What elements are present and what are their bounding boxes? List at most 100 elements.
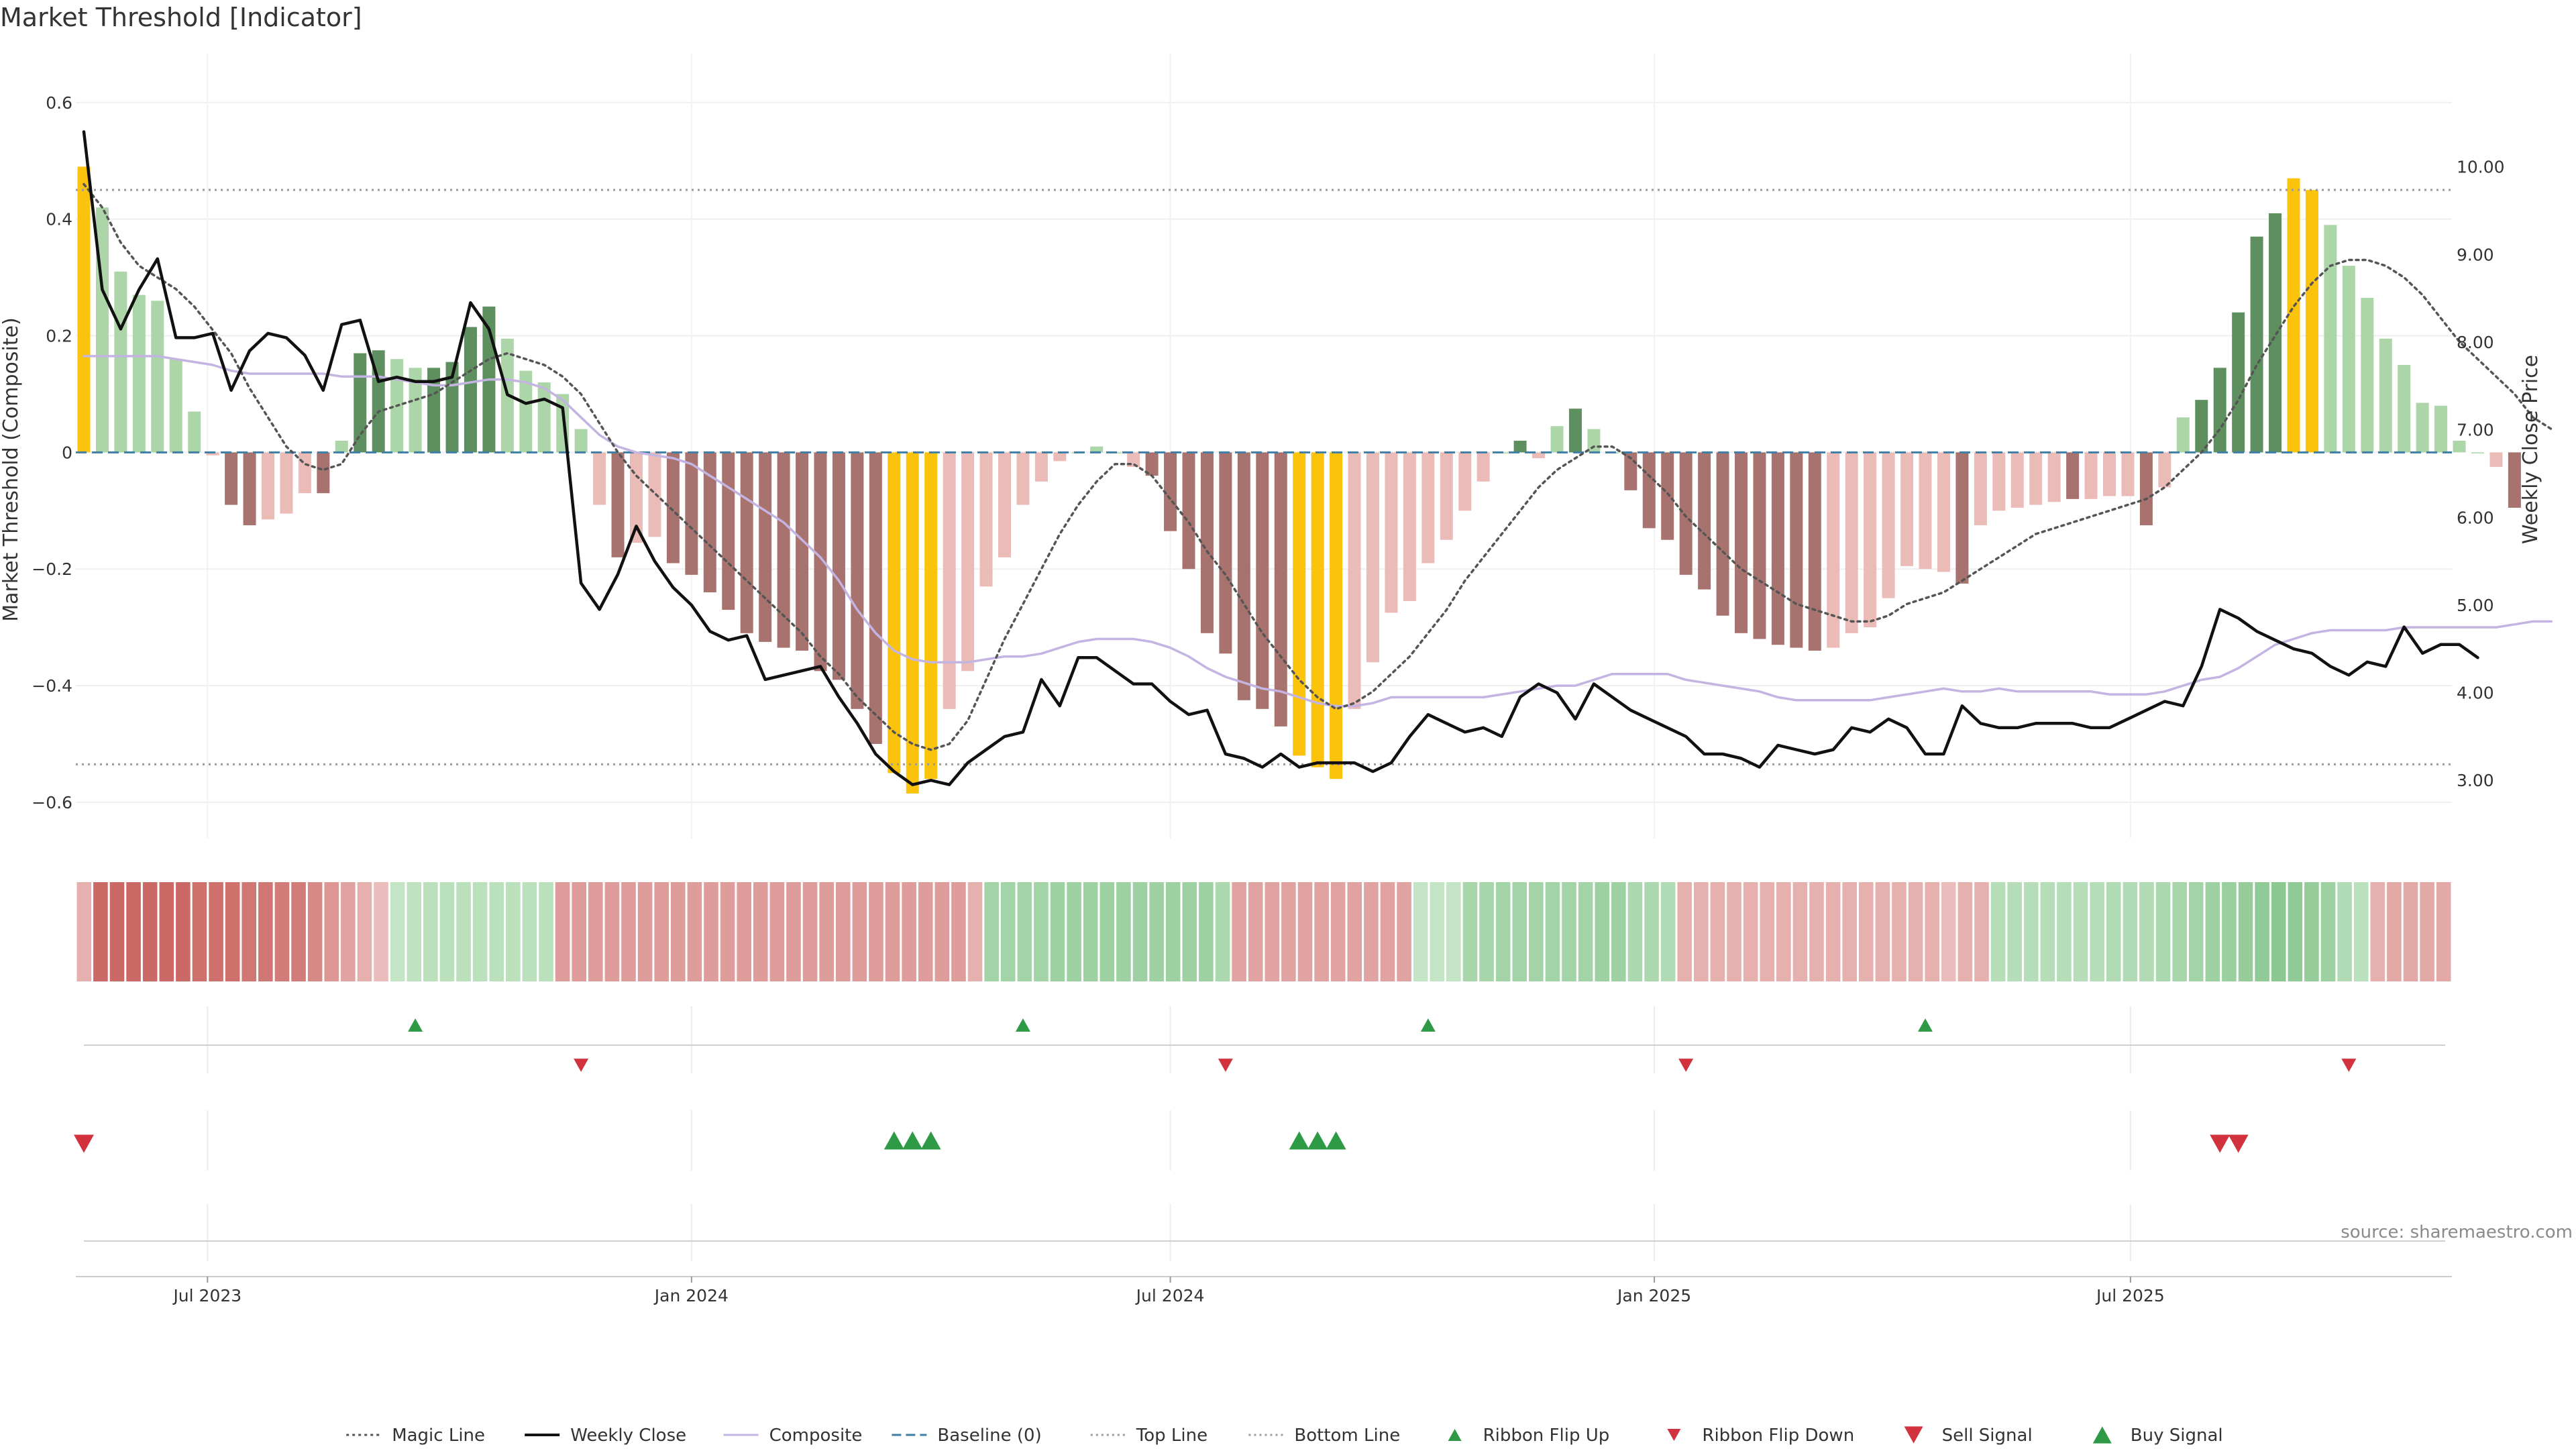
composite-bar [998,452,1011,557]
composite-bar [151,301,164,453]
legend-label-sell-signal: Sell Signal [1942,1426,2033,1446]
buy-signal-marker [902,1131,923,1150]
composite-bar [1900,452,1914,566]
composite-bar [280,452,293,514]
ribbon-cell [76,882,92,981]
ribbon-flip-down-marker [2341,1059,2357,1072]
composite-bar [77,166,91,453]
buy-signal-marker [1326,1131,1346,1150]
composite-bar [1919,452,1932,570]
chart-title: Market Threshold [Indicator] [0,3,362,32]
ribbon-cell [1116,882,1131,981]
ribbon-cell [2023,882,2039,981]
ribbon-cell [869,882,883,981]
composite-bar [317,452,330,494]
composite-bar [1716,452,1729,616]
ribbon-cell [984,882,999,981]
ribbon-cell [1611,882,1626,981]
ribbon-cell [324,882,339,981]
ribbon-cell [1083,882,1098,981]
composite-bar [1330,452,1343,780]
composite-bar [1882,452,1895,598]
ribbon-cell [341,882,356,981]
ribbon-cell [737,882,751,981]
ribbon-cell [2106,882,2121,981]
ribbon-cell [1000,882,1016,981]
ribbon-cell [2255,882,2269,981]
ribbon-cell [1957,882,1973,981]
ribbon-cell [2222,882,2237,981]
ribbon-cell [1149,882,1164,981]
ribbon-cell [2155,882,2171,981]
composite-bar [1974,452,1987,526]
ribbon-cell [93,882,108,981]
y2-tick-label: 8.00 [2457,333,2494,352]
composite-bar [206,452,219,455]
ribbon-flip-up-marker [1420,1018,1436,1032]
legend-label-bottom-line: Bottom Line [1294,1426,1400,1446]
composite-bar [1164,452,1177,531]
ribbon-cell [2123,882,2138,981]
composite-bar [298,452,311,494]
ribbon-cell [2073,882,2088,981]
ribbon-cell [1892,882,1907,981]
ribbon-cell [522,882,537,981]
series-lines [82,130,2553,786]
ribbon-cell [1842,882,1857,981]
composite-bar [2158,452,2171,488]
composite-bar [1735,452,1748,633]
ribbon-cell [2320,882,2336,981]
ribbon-cell [1495,882,1511,981]
y2-tick-label: 6.00 [2457,508,2494,527]
ribbon-cell [1990,882,2006,981]
ribbon-cell [1595,882,1610,981]
sell-signal-marker [2210,1134,2231,1153]
ribbon-cell [1248,882,1263,981]
axes: Market Threshold (Composite) Weekly Clos… [0,93,2542,812]
y2-tick-label: 9.00 [2457,245,2494,264]
ribbon-cell [1578,882,1593,981]
composite-bar [2324,225,2337,453]
ribbon-cell [769,882,785,981]
ribbon-cell [2205,882,2220,981]
composite-bar [1513,440,1527,453]
y-tick-label: −0.6 [32,793,72,812]
x-tick-label: Jul 2023 [172,1286,241,1305]
composite-bar [1293,452,1306,756]
ribbon-cell [1215,882,1230,981]
composite-bar [1053,452,1067,462]
composite-bar [1568,409,1582,453]
composite-bar [2103,452,2116,496]
ribbon-cell [753,882,768,981]
ribbon-cell [621,882,636,981]
composite-bar [2176,417,2190,453]
composite-bar [888,452,901,773]
ribbon-cell [1380,882,1395,981]
y-tick-label: 0.2 [46,326,72,345]
composite-bar [1790,452,1803,648]
ribbon-cell [1776,882,1791,981]
ribbon-cell [2040,882,2055,981]
ribbon-flip-down-marker [1218,1059,1233,1072]
ribbon-cell [951,882,966,981]
composite-bar [777,452,790,648]
ribbon-cell [654,882,669,981]
ribbon-cell [835,882,851,981]
composite-bar [464,327,477,453]
series-weekly-close [82,130,2479,786]
composite-bar [924,452,938,780]
composite-bar [1661,452,1674,540]
ribbon-cell [1347,882,1362,981]
composite-bar [1440,452,1453,540]
ribbon-cell [902,882,916,981]
composite-bar [2361,297,2374,453]
composite-bar [2250,236,2263,453]
ribbon-cell [225,882,240,981]
y-tick-label: −0.2 [32,559,72,579]
ribbon-cell [142,882,158,981]
ribbon-cell [1875,882,1890,981]
composite-bar [611,452,625,557]
signal-panels [74,1006,2445,1261]
ribbon-cell [1430,882,1445,981]
